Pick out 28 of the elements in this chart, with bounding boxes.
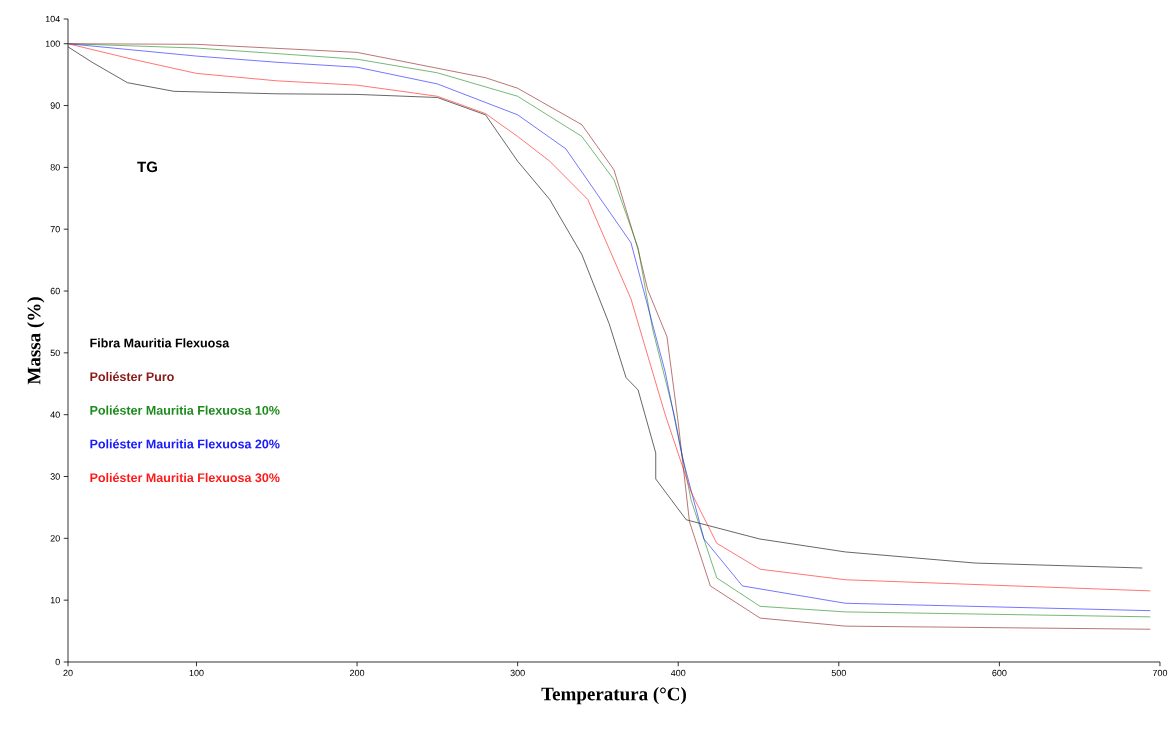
y-tick-label: 10 bbox=[50, 596, 60, 604]
x-tick-label: 500 bbox=[831, 669, 846, 677]
x-tick-label: 700 bbox=[1152, 669, 1168, 677]
y-tick-label: 0 bbox=[55, 658, 60, 666]
y-tick-label: 100 bbox=[45, 40, 60, 47]
y-tick-label: 20 bbox=[50, 535, 60, 542]
x-tick-label: 600 bbox=[992, 669, 1007, 677]
text: Poliéster Puro bbox=[90, 371, 174, 382]
x-tick-label: 400 bbox=[670, 669, 686, 677]
y-tick-label: 60 bbox=[50, 287, 60, 295]
x-tick-label: 100 bbox=[189, 669, 204, 677]
y-tick-label: 90 bbox=[50, 102, 60, 109]
y-tick-label: 70 bbox=[50, 226, 60, 233]
y-axis-title: Massa (%) bbox=[27, 297, 45, 385]
y-tick-label: 80 bbox=[50, 164, 60, 171]
text: Poliéster Mauritia Flexuosa 10% bbox=[90, 405, 280, 415]
x-tick-label: 20 bbox=[63, 669, 73, 677]
x-tick-label: 300 bbox=[510, 669, 525, 677]
y-tick-label: 50 bbox=[50, 349, 60, 357]
annotation: TG bbox=[137, 161, 157, 173]
x-tick-label: 200 bbox=[350, 669, 365, 677]
text: Poliéster Mauritia Flexuosa 20% bbox=[90, 439, 280, 449]
text: Poliéster Mauritia Flexuosa 30% bbox=[90, 472, 280, 483]
y-tick-label: 104 bbox=[45, 15, 60, 23]
y-tick-label: 40 bbox=[50, 411, 60, 418]
y-tick-label: 30 bbox=[50, 473, 60, 480]
text: Fibra Mauritia Flexuosa bbox=[90, 338, 230, 348]
x-axis-title: Temperatura (°C) bbox=[541, 687, 686, 705]
